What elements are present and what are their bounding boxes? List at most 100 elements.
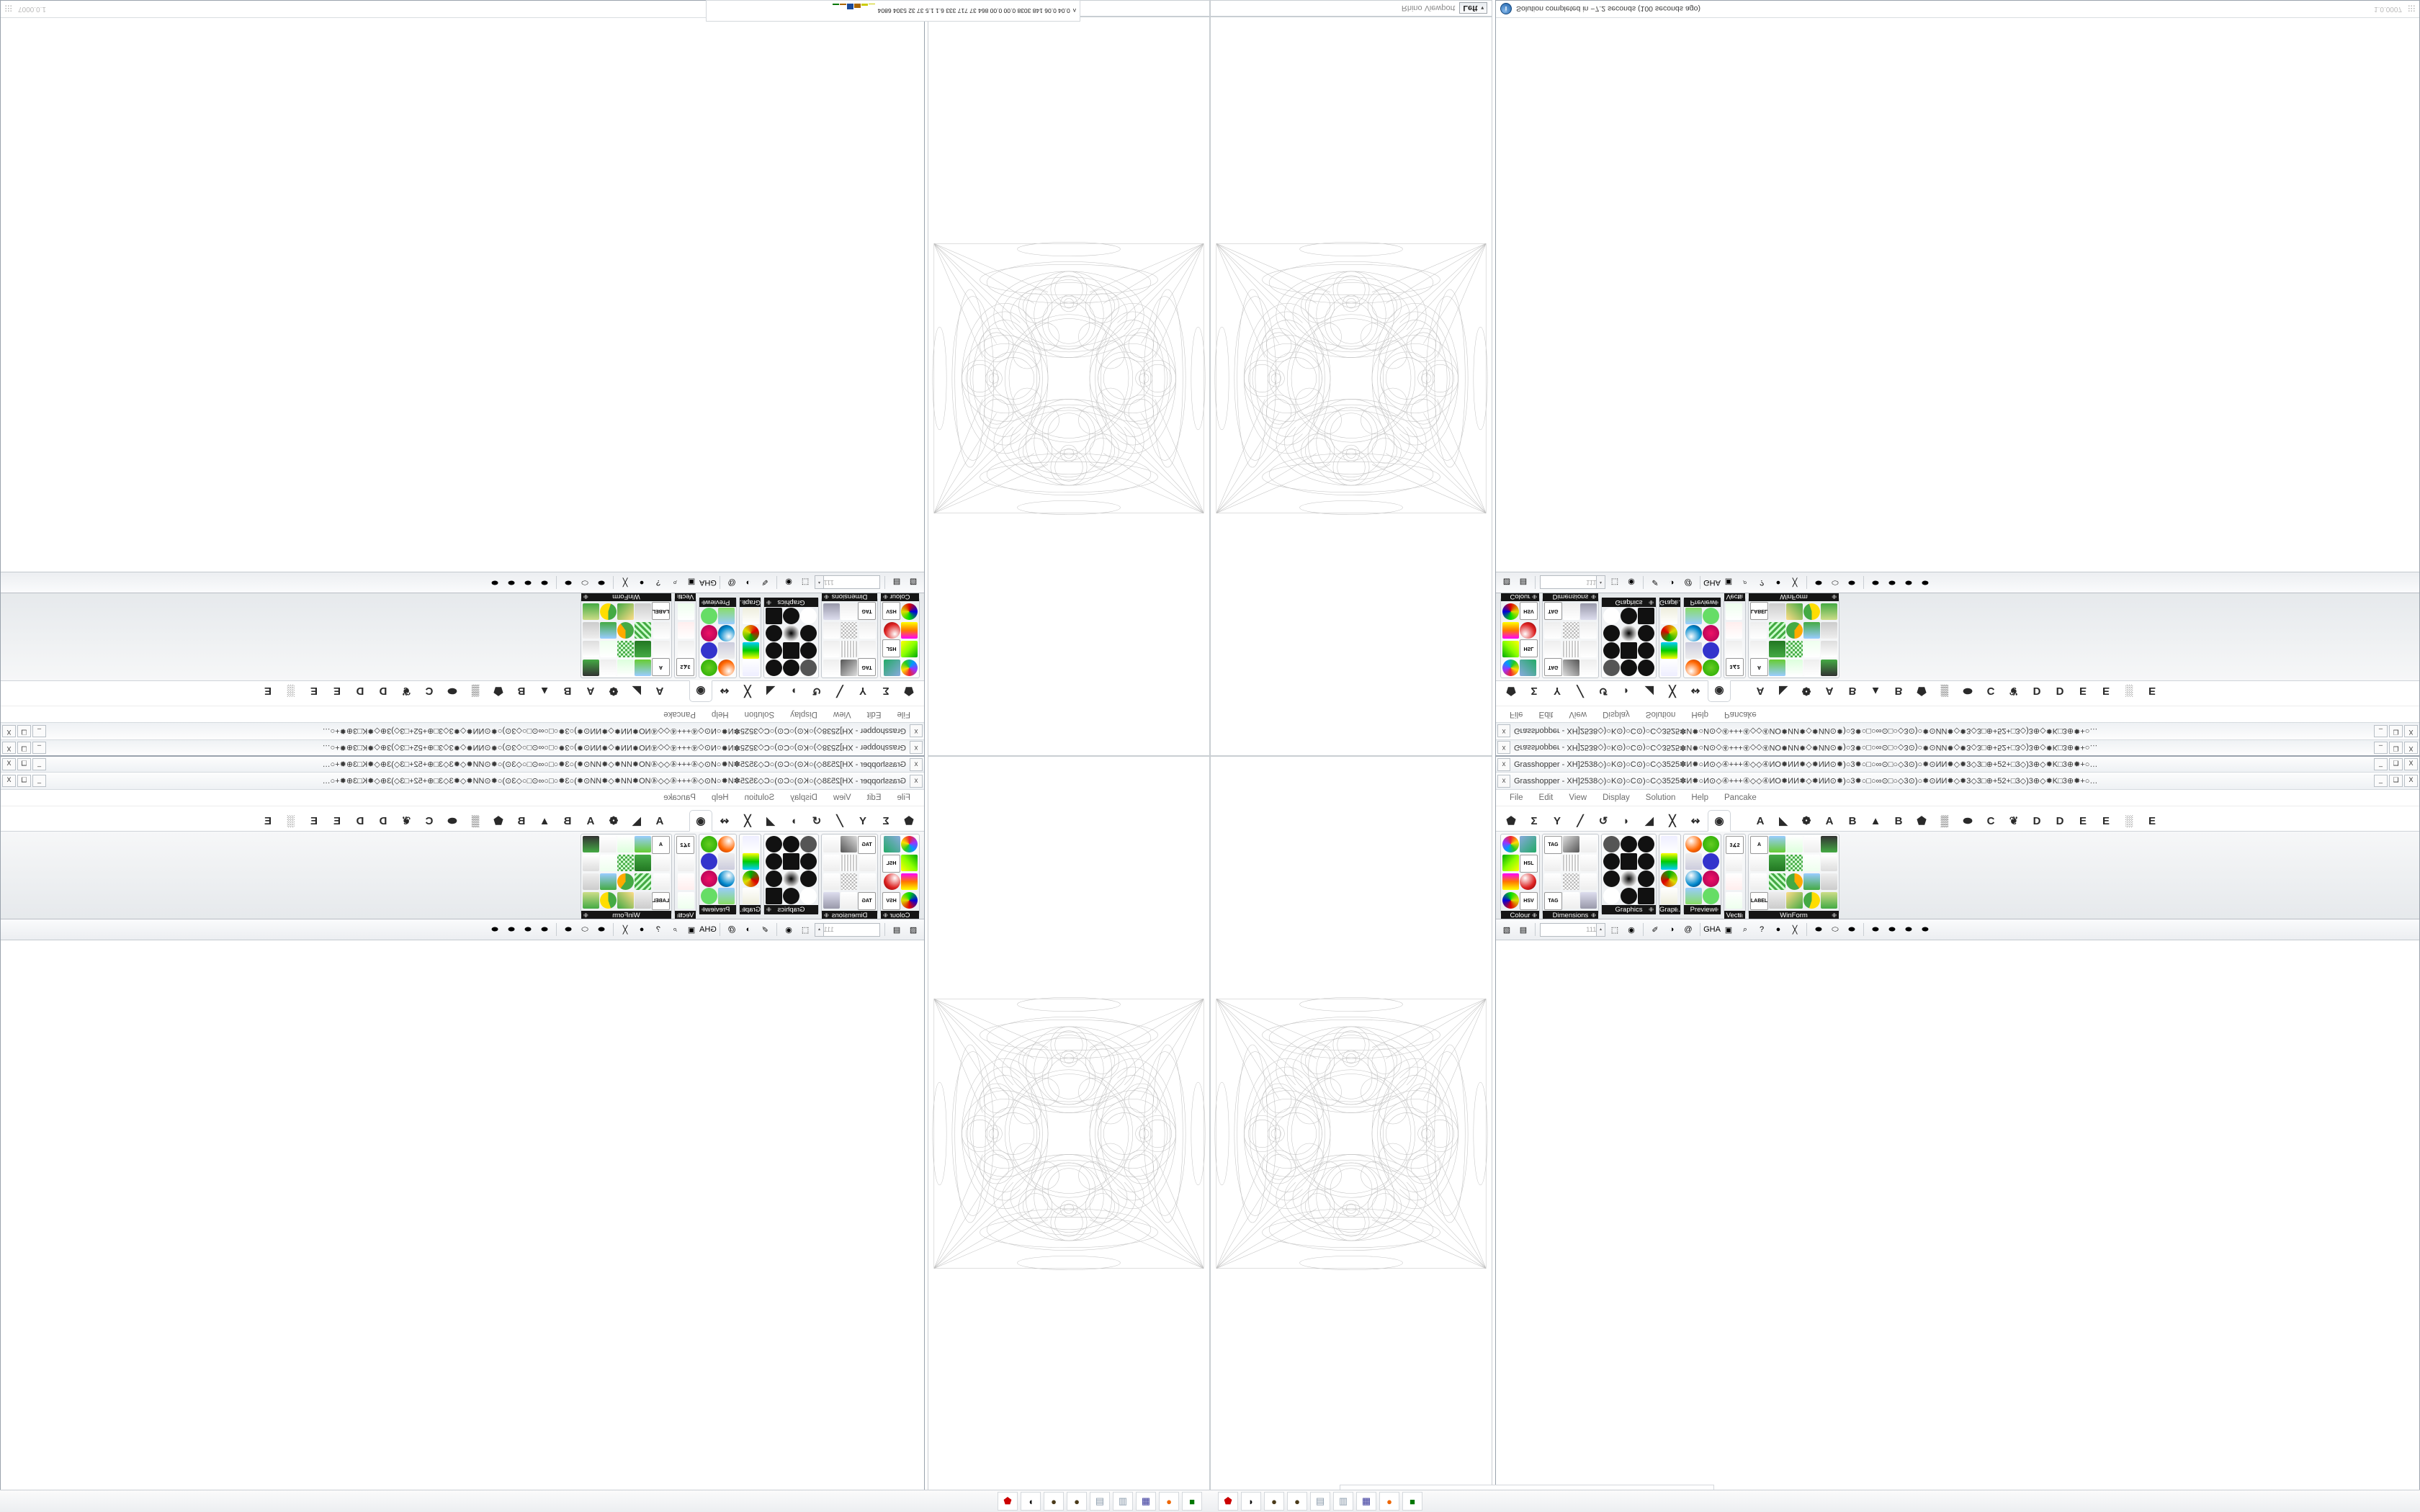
window-titlebar[interactable]: x Grasshopper - XH]2538◇)○K⊙)○C⊙)○C◇3525… [1, 773, 924, 790]
dim-cross-icon[interactable] [1580, 660, 1597, 676]
panel-pin-icon[interactable]: ✙ [1591, 593, 1596, 600]
wf-dropdowngrid-icon[interactable] [1769, 855, 1786, 871]
colour-rgb-icon[interactable] [901, 873, 918, 890]
vec-green-arrows-icon[interactable] [1726, 603, 1743, 620]
wf-tree-icon[interactable] [1803, 873, 1821, 890]
pv-video-icon[interactable] [1685, 853, 1703, 870]
tag-icon[interactable]: TAG [858, 602, 876, 620]
rhino-viewport-pane[interactable] [928, 756, 1210, 1495]
gfx-star-icon[interactable] [766, 836, 782, 852]
intersect-tab[interactable]: ╳ [744, 685, 751, 697]
gfx-link-icon[interactable] [1638, 870, 1654, 887]
vec-red-arrows-icon[interactable] [1726, 622, 1743, 639]
addon-c1-tab[interactable]: C [1986, 814, 1995, 827]
window-titlebar[interactable]: x Grasshopper - XH]2538◇)○K⊙)○C⊙)○C◇3525… [1496, 722, 2419, 739]
menu-item-display[interactable]: Display [1603, 793, 1630, 802]
balloon-icon[interactable]: ● [639, 925, 645, 934]
save-file-icon[interactable]: ▤ [892, 577, 901, 587]
colour-hsl-icon[interactable]: HSL [882, 639, 900, 657]
wf-menu-icon[interactable] [1803, 855, 1821, 871]
new-file-icon[interactable]: ▧ [1502, 925, 1511, 935]
colour-hsv-icon[interactable]: HSV [882, 602, 900, 620]
colour-swatch-icon[interactable] [1502, 641, 1519, 657]
addon-a2-tab[interactable]: A [586, 685, 595, 698]
addon-dots-tab[interactable]: ░ [2125, 685, 2133, 698]
canvas-toolbar[interactable]: ▧ ▤ 111% ▴ ⬚ ◉ ✐ ◑ @ GHA ▣ ⌕? ● ╳ ⬬ ⬭ ⬬ ⬬ ⬬ ⬬ ⬬ [1, 919, 924, 940]
graph-chart-icon[interactable] [1661, 660, 1677, 676]
menu-item-pancake[interactable]: Pancake [663, 793, 696, 802]
dim-leader-icon[interactable] [1580, 641, 1597, 657]
addon-b1-tab[interactable]: B [1848, 814, 1857, 827]
pv-sphere-icon[interactable] [1685, 870, 1703, 887]
balloon-icon[interactable]: ● [1775, 578, 1781, 587]
colour-sphere-icon[interactable] [884, 873, 900, 890]
new-file-icon[interactable]: ▧ [909, 925, 918, 935]
taskbar-rhino-icon[interactable]: ⬟ [1218, 1492, 1238, 1511]
pv-blobs-icon[interactable] [1703, 870, 1720, 887]
wf-grid-icon[interactable] [1786, 855, 1803, 871]
gfx-save-icon[interactable] [1638, 888, 1654, 904]
taskbar-gh2-icon[interactable]: ● [1044, 1492, 1064, 1511]
wf-money-icon[interactable] [1821, 892, 1838, 909]
new-file-icon[interactable]: ▧ [909, 577, 918, 587]
display-tab[interactable]: ◉ [1708, 680, 1731, 702]
shade-red-icon[interactable]: ⬬ [565, 578, 572, 588]
wf-slider-icon[interactable] [1769, 892, 1786, 909]
addon-a1-tab[interactable]: A [1756, 685, 1765, 698]
addon-b2-tab[interactable]: B [1894, 685, 1903, 698]
gfx-save-icon[interactable] [766, 608, 782, 624]
pv-heart-icon[interactable] [700, 642, 717, 659]
ribbon-panel-winform[interactable]: A LABEL WinForm ✙ [1748, 593, 1840, 678]
dim-pen-icon[interactable] [823, 622, 840, 639]
at-icon[interactable]: @ [727, 925, 736, 934]
pv-video-icon[interactable] [717, 642, 735, 659]
menu-item-help[interactable]: Help [711, 710, 729, 719]
panel-pin-icon[interactable]: ✙ [741, 906, 747, 913]
window-titlebar-secondary[interactable]: x Grasshopper - XH]2538◇)○K⊙)○C⊙)○C◇3525… [1, 739, 924, 755]
pv-blob-icon[interactable] [1685, 836, 1703, 852]
addon-d2-tab[interactable]: D [356, 814, 364, 827]
wf-numeric-icon[interactable] [582, 622, 599, 639]
addon-d1-tab[interactable]: D [379, 685, 387, 698]
vec-numbers-icon[interactable]: 3∡2 [1726, 658, 1744, 676]
addon-bird-tab[interactable]: ❦ [2009, 815, 2019, 827]
paint-icon[interactable]: ✐ [1652, 577, 1659, 587]
minimize-button[interactable]: _ [32, 742, 46, 754]
addon-e2-tab[interactable]: E [2102, 814, 2110, 827]
addon-grid-tab[interactable]: ▒ [471, 814, 480, 827]
panel-pin-icon[interactable]: ✙ [766, 599, 771, 606]
dim-box-icon[interactable] [1563, 855, 1579, 871]
ribbon-panel-vect[interactable]: 3∡2 Vect.. ✙ [673, 593, 696, 678]
window-system-icon-main[interactable]: x [1497, 774, 1510, 788]
gfx-stack-icon[interactable] [783, 888, 799, 904]
colour-wheel-icon[interactable] [901, 660, 918, 676]
addon-e2-tab[interactable]: E [310, 814, 318, 827]
colour-wheel-icon[interactable] [1502, 836, 1519, 852]
pink-q-icon[interactable]: ? [655, 925, 661, 934]
pv-blobs-icon[interactable] [700, 625, 717, 642]
colour-cube-icon[interactable] [884, 660, 900, 676]
pv-image-icon[interactable] [717, 608, 735, 624]
gfx-star-icon[interactable] [1638, 836, 1654, 852]
balloon-icon[interactable]: ● [639, 578, 645, 587]
mat-blue-icon[interactable]: ⬬ [1922, 924, 1929, 934]
colour-hsl-icon[interactable]: HSL [1520, 855, 1538, 873]
mat-orange-icon[interactable]: ⬬ [1905, 924, 1912, 934]
addon-e1-tab[interactable]: E [2079, 685, 2087, 698]
wf-check-icon[interactable] [599, 660, 617, 676]
window-titlebar[interactable]: x Grasshopper - XH]2538◇)○K⊙)○C⊙)○C◇3525… [1496, 773, 2419, 790]
maximize-button[interactable]: ❑ [17, 758, 31, 770]
ribbon-panels[interactable]: HSL HSV Colour ✙ TAG TAG Dimensions ✙ Graphics ✙ G… [1496, 593, 2419, 680]
params-tab[interactable]: ⬟ [1506, 685, 1516, 697]
addon-grid-tab[interactable]: ▒ [1940, 814, 1949, 827]
curve-tab[interactable]: ↺ [1598, 685, 1608, 697]
gfx-ring-icon[interactable] [766, 853, 782, 870]
window-system-icon-main[interactable]: x [910, 774, 923, 788]
addon-b2-tab[interactable]: B [517, 685, 526, 698]
panel-pin-icon[interactable]: ✙ [1713, 599, 1719, 606]
addon-e1-tab[interactable]: E [333, 814, 341, 827]
panel-pin-icon[interactable]: ✙ [1532, 912, 1537, 919]
wf-label-a-icon[interactable]: A [1750, 836, 1769, 854]
taskbar[interactable]: ■ ● ▦ ▥ ▤ ● ● ◗ ⬟ ⬟ ◗ ● ● ▤ ▥ ▦ ● ■ [0, 1490, 2420, 1512]
wf-piechart-icon[interactable] [1786, 873, 1803, 890]
